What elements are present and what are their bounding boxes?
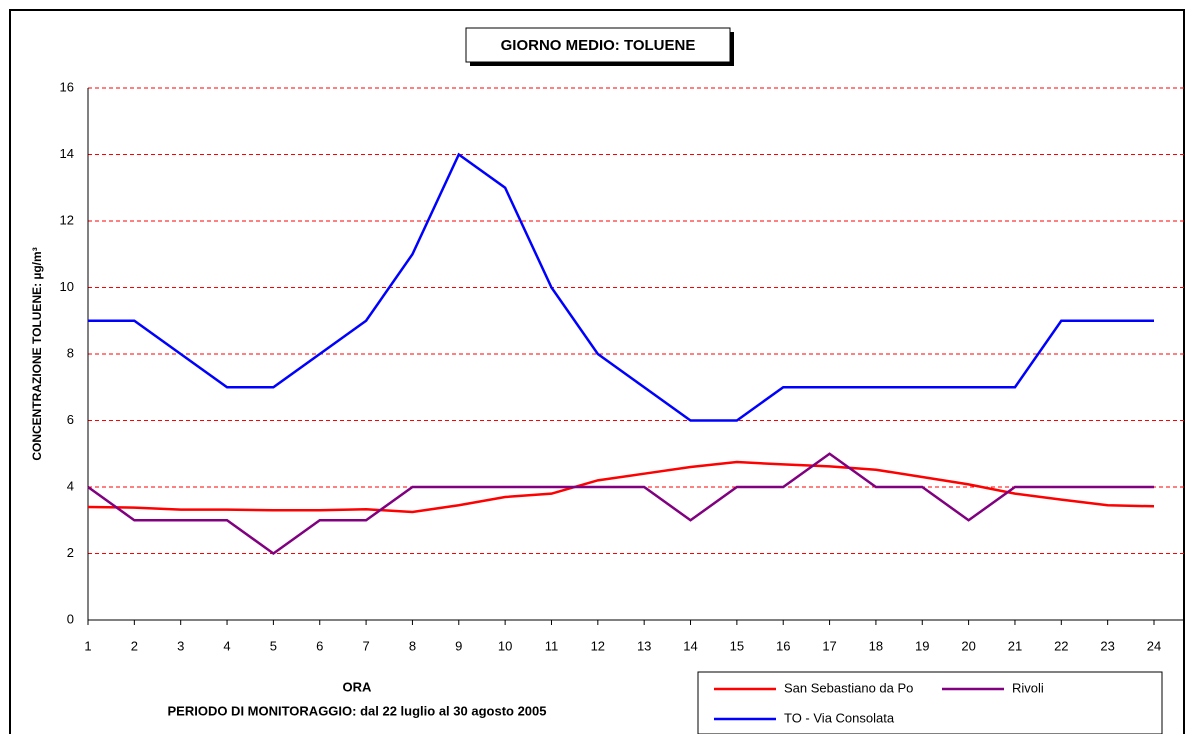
x-tick-label: 3 xyxy=(177,638,184,653)
x-tick-label: 11 xyxy=(545,638,559,653)
y-tick-label: 8 xyxy=(67,345,74,360)
x-tick-label: 17 xyxy=(822,638,836,653)
y-tick-label: 14 xyxy=(60,146,74,161)
x-tick-label: 20 xyxy=(961,638,975,653)
subtitle: PERIODO DI MONITORAGGIO: dal 22 luglio a… xyxy=(167,703,546,718)
x-tick-label: 9 xyxy=(455,638,462,653)
y-axis-label: CONCENTRAZIONE TOLUENE: µg/m³ xyxy=(30,247,44,460)
series-line xyxy=(87,452,1154,556)
y-tick-label: 0 xyxy=(67,611,74,626)
x-tick-label: 22 xyxy=(1054,638,1068,653)
legend xyxy=(697,671,1163,734)
title-box xyxy=(465,27,731,63)
x-tick-label: 2 xyxy=(131,638,138,653)
legend-label: Rivoli xyxy=(1012,680,1044,695)
series-line xyxy=(87,460,1155,514)
x-tick-label: 7 xyxy=(362,638,369,653)
x-tick-label: 1 xyxy=(84,638,91,653)
y-tick-label: 4 xyxy=(67,478,74,493)
x-tick-label: 18 xyxy=(869,638,883,653)
y-tick-label: 2 xyxy=(67,545,74,560)
x-tick-label: 14 xyxy=(683,638,697,653)
x-tick-label: 10 xyxy=(498,638,512,653)
x-tick-label: 12 xyxy=(591,638,605,653)
frame xyxy=(9,9,1185,734)
chart-title: GIORNO MEDIO: TOLUENE xyxy=(501,37,696,54)
x-tick-label: 24 xyxy=(1147,638,1161,653)
series-line xyxy=(88,152,1154,422)
x-tick-label: 6 xyxy=(316,638,323,653)
x-tick-label: 21 xyxy=(1008,638,1022,653)
y-tick-label: 10 xyxy=(60,279,74,294)
x-tick-label: 16 xyxy=(776,638,790,653)
x-tick-label: 19 xyxy=(915,638,929,653)
x-tick-label: 23 xyxy=(1100,638,1114,653)
x-axis-label: ORA xyxy=(343,679,373,694)
y-tick-label: 12 xyxy=(60,212,74,227)
x-tick-label: 13 xyxy=(637,638,651,653)
x-tick-label: 8 xyxy=(409,638,416,653)
y-tick-label: 16 xyxy=(60,79,74,94)
x-tick-label: 4 xyxy=(223,638,230,653)
x-tick-label: 5 xyxy=(270,638,277,653)
legend-label: San Sebastiano da Po xyxy=(784,680,913,695)
y-tick-label: 6 xyxy=(67,412,74,427)
legend-label: TO - Via Consolata xyxy=(784,710,895,725)
x-tick-label: 15 xyxy=(730,638,744,653)
